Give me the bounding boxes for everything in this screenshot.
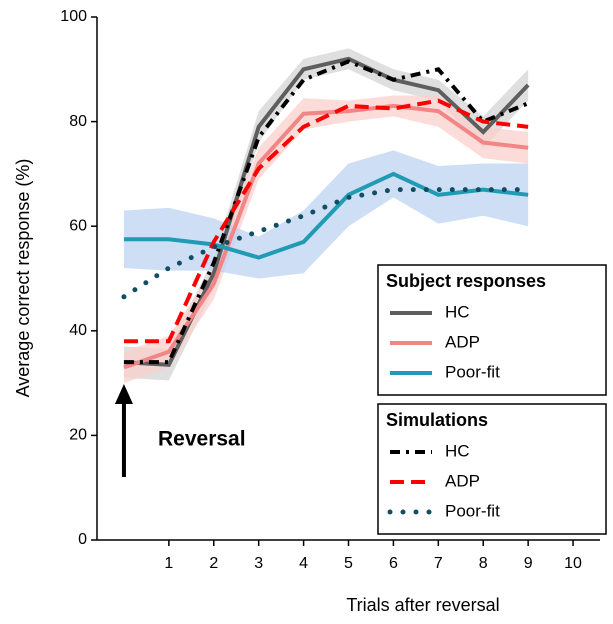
error-band (123, 150, 529, 279)
arrow-head (114, 384, 133, 404)
legend-title: Simulations (386, 410, 488, 430)
legend-label: Poor-fit (445, 362, 500, 381)
x-tick-label: 4 (299, 555, 308, 572)
y-tick-label: 20 (69, 427, 87, 444)
series-line (123, 171, 529, 260)
y-tick-label: 0 (78, 531, 87, 548)
legend-title: Subject responses (386, 271, 546, 291)
x-axis-label: Trials after reversal (346, 595, 499, 615)
annotation: Reversal (158, 428, 246, 451)
x-tick-label: 9 (524, 555, 533, 572)
x-tick-label: 10 (564, 555, 582, 572)
x-tick-label: 7 (434, 555, 443, 572)
x-tick-label: 6 (389, 555, 398, 572)
x-tick-label: 2 (209, 555, 218, 572)
y-tick-label: 80 (69, 113, 87, 130)
y-axis-label: Average correct response (%) (13, 159, 33, 398)
series-line (123, 59, 529, 365)
legend-label: HC (445, 441, 470, 460)
legend-label: Poor-fit (445, 501, 500, 520)
series-line (123, 103, 529, 370)
y-tick-label: 100 (60, 8, 87, 25)
legend-label: HC (445, 302, 470, 321)
x-tick-label: 3 (254, 555, 263, 572)
legend-label: ADP (445, 471, 480, 490)
y-tick-label: 40 (69, 322, 87, 339)
y-tick-label: 60 (69, 217, 87, 234)
series-line (123, 98, 529, 344)
series-line (121, 187, 531, 300)
x-tick-label: 1 (164, 555, 173, 572)
x-tick-label: 8 (479, 555, 488, 572)
x-tick-label: 5 (344, 555, 353, 572)
legend-label: ADP (445, 332, 480, 351)
